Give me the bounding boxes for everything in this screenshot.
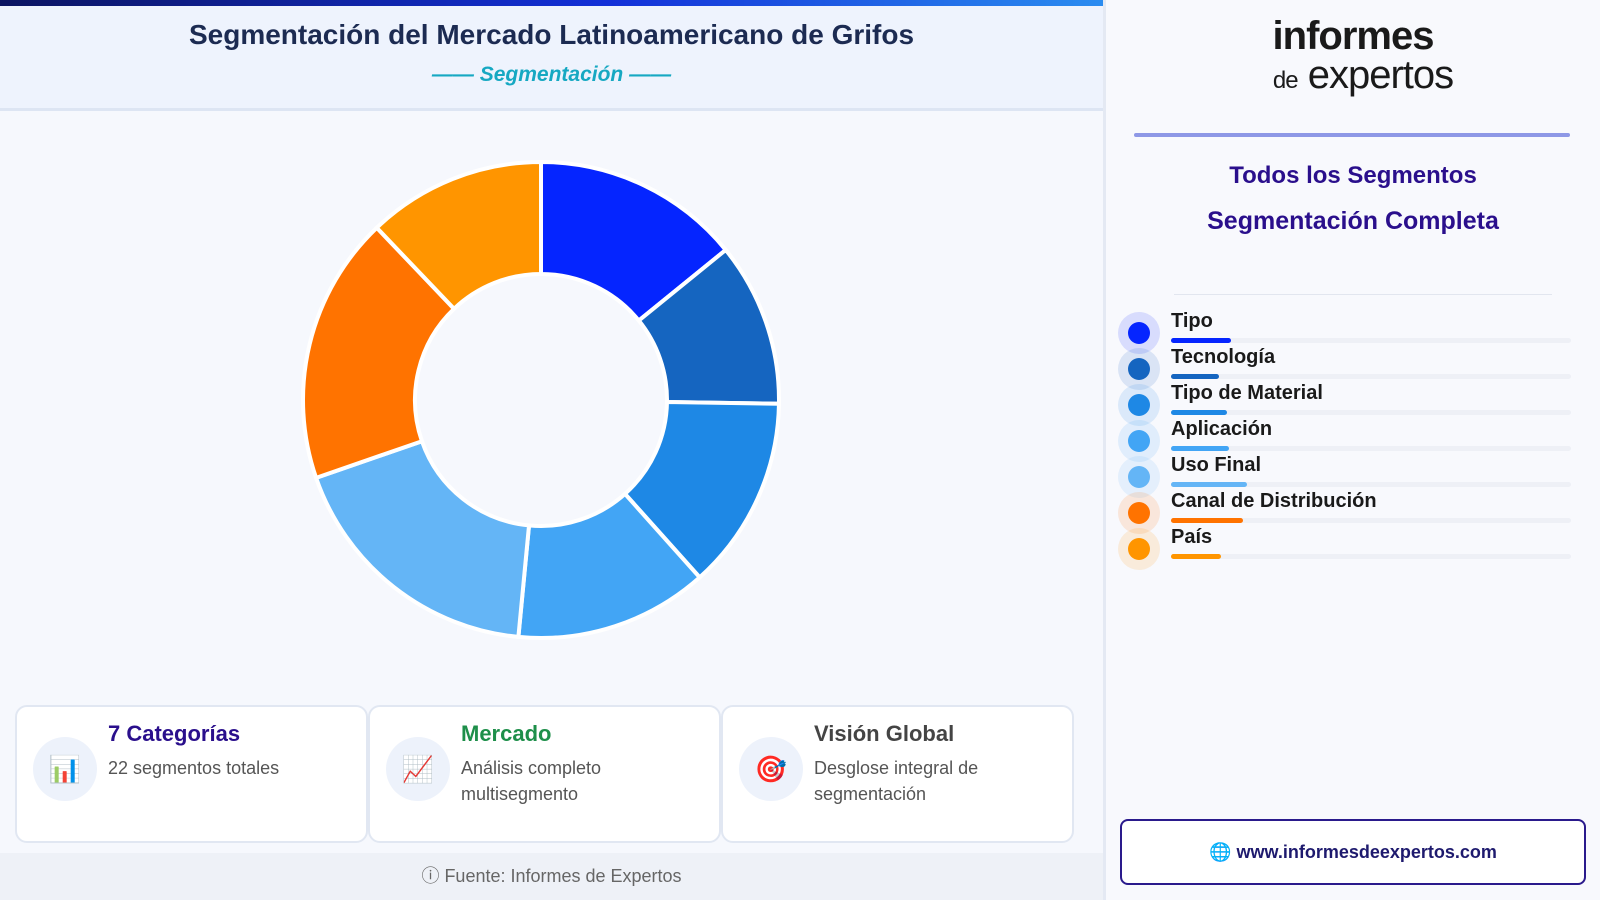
legend-label: Canal de Distribución [1171,490,1377,512]
summary-card-market: 📈 Mercado Análisis completo multisegment… [368,705,721,843]
summary-card-global-vision: 🎯 Visión Global Desglose integral de seg… [721,705,1074,843]
legend-label: Tipo de Material [1171,382,1323,404]
legend-bar-track [1171,518,1571,523]
legend-dot-halo [1118,312,1160,354]
legend-dot-icon [1128,430,1150,452]
trend-chart-icon: 📈 [386,737,450,801]
legend-item[interactable]: Tipo de Material [1118,382,1588,426]
legend-bar-fill [1171,338,1231,343]
page-subtitle: —— Segmentación —— [431,63,672,86]
legend-label: Uso Final [1171,454,1262,476]
legend-dot-halo [1118,384,1160,426]
logo-line1: informes [1272,14,1435,58]
legend-bar-fill [1171,446,1229,451]
donut-slice-6[interactable] [301,224,457,481]
legend-dot-icon [1128,538,1150,560]
legend-item[interactable]: Uso Final [1118,454,1588,498]
logo-expertos: expertos [1307,53,1454,97]
logo-de: de [1272,67,1299,94]
donut-slice-5[interactable] [313,438,532,640]
legend-dot-icon [1128,322,1150,344]
legend-bar-fill [1171,410,1227,415]
legend-bar-track [1171,554,1571,559]
donut-chart-container [300,159,800,660]
website-url: www.informesdeexpertos.com [1236,842,1497,862]
bar-chart-icon: 📊 [33,737,97,801]
website-link[interactable]: 🌐 www.informesdeexpertos.com [1120,819,1586,885]
legend-bar-fill [1171,374,1219,379]
legend-bar-fill [1171,482,1247,487]
legend-item[interactable]: País [1118,526,1588,570]
legend-bar-track [1171,338,1571,343]
legend-bar-fill [1171,554,1221,559]
top-accent-bar [0,0,1103,6]
legend-bar-track [1171,446,1571,451]
sidebar-thin-divider [1174,294,1552,295]
legend-label: Tecnología [1171,346,1276,368]
brand-logo: informes de expertos [1106,14,1600,98]
chart-header: Segmentación del Mercado Latinoamericano… [0,6,1103,111]
donut-slice-1[interactable] [539,159,729,324]
sidebar-heading: Todos los Segmentos [1229,162,1477,189]
legend-bar-track [1171,410,1571,415]
card-description: Desglose integral de segmentación [814,758,979,804]
sidebar-panel: informes de expertos Todos los Segmentos… [1106,0,1600,900]
source-footer: ⓘ Fuente: Informes de Expertos [0,853,1103,900]
legend-dot-icon [1128,394,1150,416]
legend-label: Aplicación [1171,418,1273,440]
panel-divider [1103,0,1106,900]
legend-item[interactable]: Canal de Distribución [1118,490,1588,534]
legend-item[interactable]: Aplicación [1118,418,1588,462]
summary-cards: 📊 7 Categorías 22 segmentos totales 📈 Me… [15,705,1090,843]
legend-dot-halo [1118,528,1160,570]
legend-dot-icon [1128,502,1150,524]
legend-dot-icon [1128,358,1150,380]
card-description: Análisis completo multisegmento [461,758,602,804]
sidebar-divider [1134,133,1570,137]
legend-dot-halo [1118,456,1160,498]
legend-item[interactable]: Tipo [1118,310,1588,354]
card-title: Mercado [461,721,552,746]
legend-dot-halo [1118,492,1160,534]
legend-item[interactable]: Tecnología [1118,346,1588,390]
card-title: Visión Global [814,721,955,746]
legend-dot-halo [1118,420,1160,462]
donut-slice-7[interactable] [373,159,543,312]
sidebar-subheading: Segmentación Completa [1207,207,1499,235]
legend-bar-track [1171,482,1571,487]
legend-dot-icon [1128,466,1150,488]
card-description: 22 segmentos totales [108,758,280,778]
legend-dot-halo [1118,348,1160,390]
legend-bar-fill [1171,518,1243,523]
target-icon: 🎯 [739,737,803,801]
logo-line2: de expertos [1126,55,1600,98]
page-title: Segmentación del Mercado Latinoamericano… [188,19,915,50]
donut-chart [301,159,782,640]
legend-label: País [1171,526,1213,548]
card-title: 7 Categorías [108,721,241,746]
summary-card-categories: 📊 7 Categorías 22 segmentos totales [15,705,368,843]
legend-label: Tipo [1171,310,1213,332]
legend-bar-track [1171,374,1571,379]
